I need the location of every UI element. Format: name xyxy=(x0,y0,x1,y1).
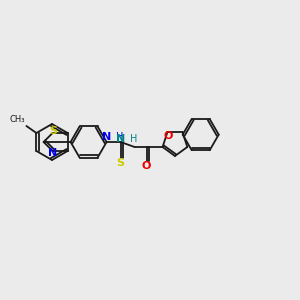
Text: S: S xyxy=(117,158,124,168)
Text: CH₃: CH₃ xyxy=(10,115,26,124)
Text: H: H xyxy=(116,132,123,142)
Text: O: O xyxy=(142,161,151,171)
Text: H: H xyxy=(130,134,137,145)
Text: O: O xyxy=(164,131,173,142)
Text: N: N xyxy=(49,148,58,158)
Text: N: N xyxy=(116,134,126,145)
Text: N: N xyxy=(102,132,112,142)
Text: S: S xyxy=(49,126,57,136)
